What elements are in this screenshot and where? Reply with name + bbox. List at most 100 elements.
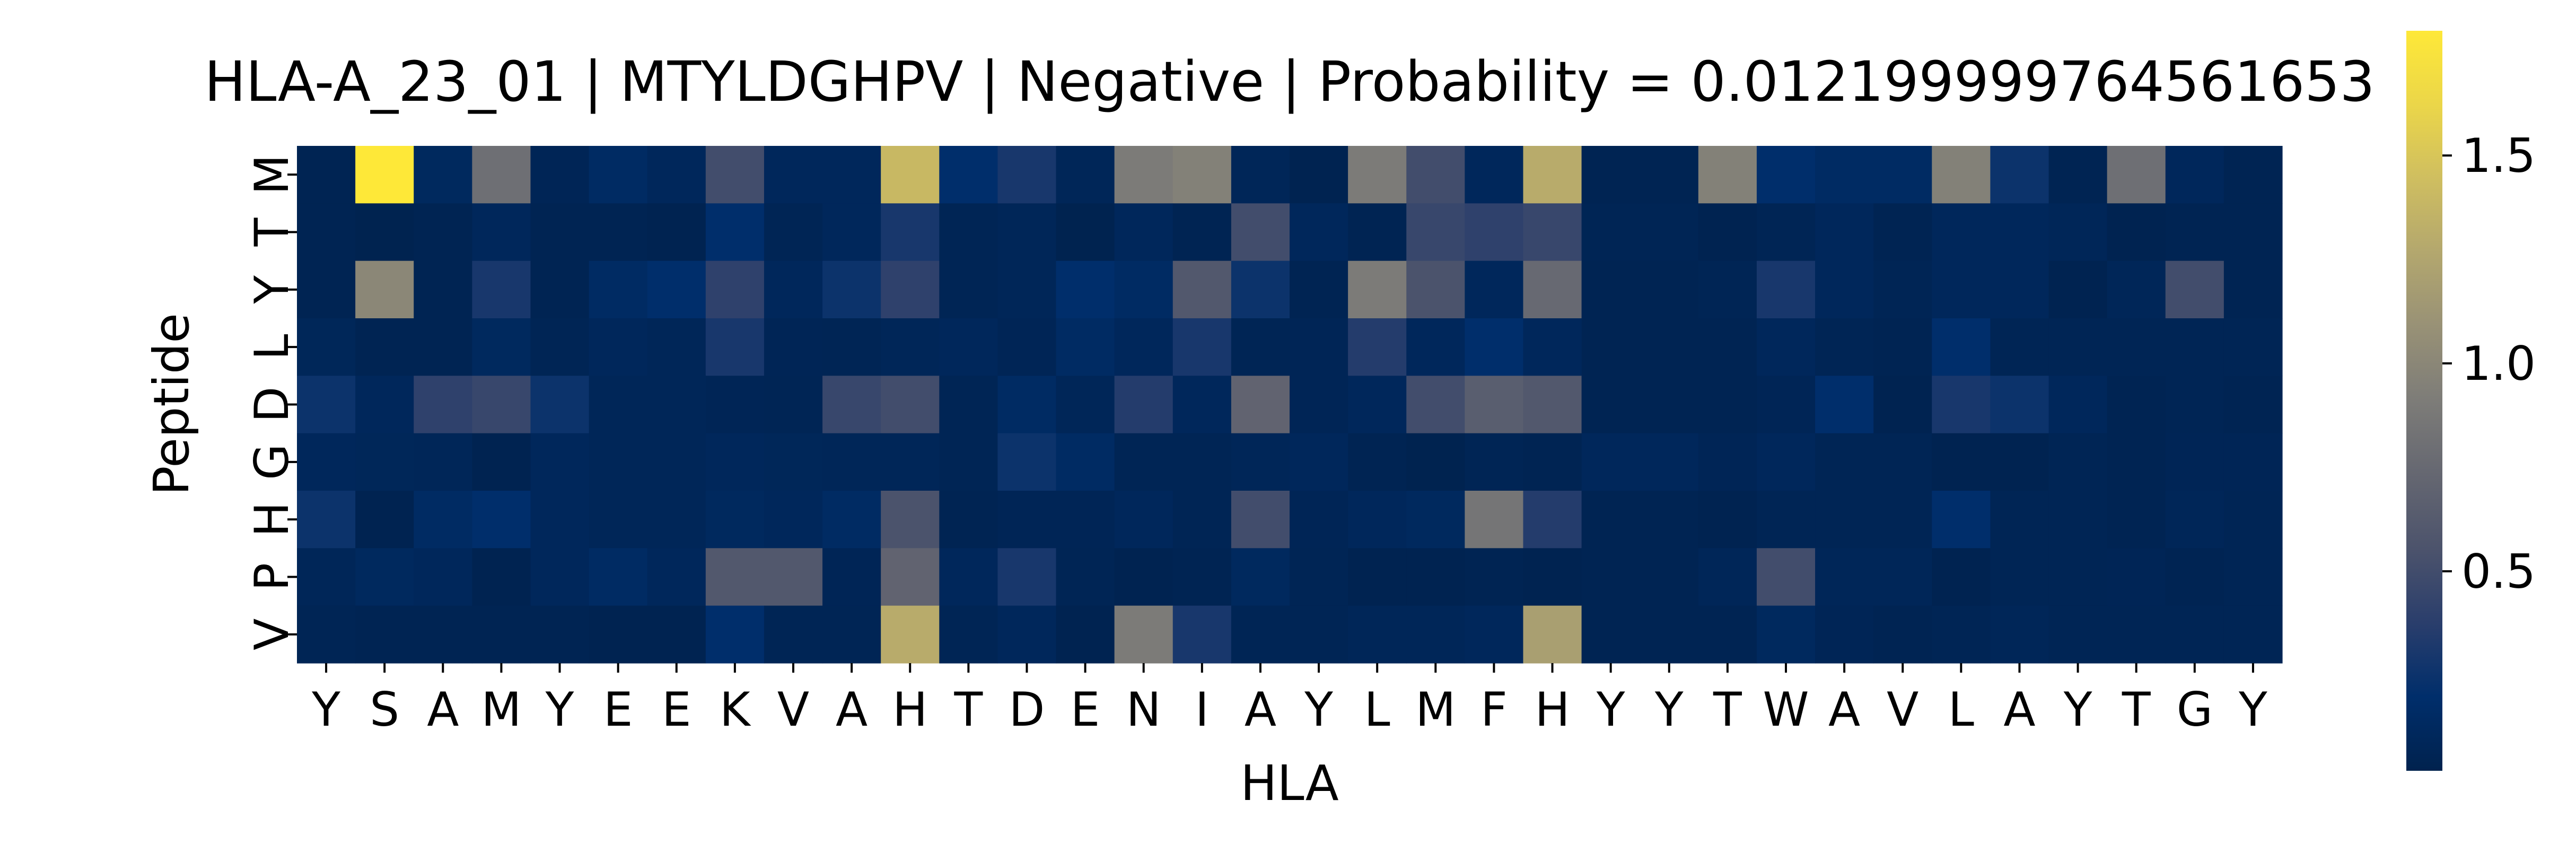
heatmap-cell	[647, 376, 706, 434]
heatmap-cell	[2223, 605, 2283, 664]
x-tick-label: L	[1948, 682, 1974, 737]
y-tick-label: V	[244, 619, 299, 650]
heatmap-cell	[1348, 548, 1407, 606]
heatmap-cell	[1873, 491, 1932, 549]
heatmap-cell	[1640, 203, 1699, 262]
heatmap-cell	[2048, 433, 2108, 491]
heatmap-cell	[822, 146, 881, 204]
x-tick-label: M	[481, 682, 521, 737]
colorbar-ticks: 0.5 1.0 1.5	[2442, 128, 2536, 599]
heatmap-cell	[647, 318, 706, 376]
heatmap-cell	[705, 318, 765, 376]
heatmap-cell	[1815, 605, 1874, 664]
heatmap-cell	[822, 376, 881, 434]
heatmap-cell	[1465, 203, 1524, 262]
heatmap-cell	[1172, 491, 1232, 549]
heatmap-cell	[2048, 203, 2108, 262]
colorbar-tick-label: 1.0	[2461, 336, 2536, 391]
heatmap-cell	[2107, 260, 2166, 319]
heatmap-cell	[1640, 605, 1699, 664]
heatmap-cell	[2048, 548, 2108, 606]
heatmap-cell	[1873, 260, 1932, 319]
heatmap-cell	[1523, 318, 1582, 376]
heatmap-cell	[1756, 605, 1816, 664]
heatmap-cell	[1640, 260, 1699, 319]
heatmap-cell	[1990, 146, 2049, 204]
heatmap-cell	[1873, 203, 1932, 262]
heatmap-cell	[1815, 548, 1874, 606]
heatmap-cell	[1581, 318, 1641, 376]
heatmap-cell	[1815, 433, 1874, 491]
heatmap-cell	[1348, 605, 1407, 664]
x-tick-label: S	[370, 682, 399, 737]
heatmap-cell	[1406, 605, 1465, 664]
heatmap-cell	[2107, 548, 2166, 606]
heatmap-cell	[297, 376, 356, 434]
heatmap-cell	[1406, 433, 1465, 491]
heatmap-cell	[1348, 376, 1407, 434]
heatmap-cell	[414, 318, 472, 376]
heatmap-cell	[1756, 491, 1816, 549]
heatmap-cell	[1873, 605, 1932, 664]
heatmap-cell	[355, 146, 414, 204]
heatmap-cell	[705, 605, 765, 664]
heatmap-cell	[1231, 203, 1290, 262]
heatmap-cell	[1465, 376, 1524, 434]
heatmap-cell	[822, 548, 881, 606]
heatmap-cell	[2223, 491, 2283, 549]
heatmap-cell	[881, 605, 940, 664]
heatmap-cell	[997, 605, 1057, 664]
y-tick-label: L	[244, 334, 299, 360]
heatmap-cell	[2223, 146, 2283, 204]
heatmap-cell	[822, 491, 881, 549]
heatmap-cell	[1231, 433, 1290, 491]
heatmap-cell	[1990, 376, 2049, 434]
heatmap-cell	[1932, 376, 1991, 434]
y-tick-label: T	[244, 217, 299, 247]
heatmap-cell	[2107, 318, 2166, 376]
heatmap-cell	[1932, 318, 1991, 376]
heatmap-cell	[1290, 203, 1348, 262]
heatmap-cells	[297, 146, 2283, 664]
heatmap-cell	[1815, 260, 1874, 319]
heatmap-cell	[1114, 491, 1173, 549]
heatmap-cell	[2165, 260, 2224, 319]
heatmap-cell	[589, 318, 648, 376]
x-tick-label: Y	[2238, 682, 2267, 737]
heatmap-cell	[1056, 260, 1115, 319]
x-tick-label: Y	[1654, 682, 1684, 737]
y-tick-label: H	[244, 502, 299, 537]
heatmap-cell	[2165, 491, 2224, 549]
heatmap-cell	[705, 376, 765, 434]
heatmap-cell	[1465, 548, 1524, 606]
y-tick-label: G	[244, 444, 299, 480]
heatmap-cell	[822, 433, 881, 491]
heatmap-cell	[1581, 203, 1641, 262]
x-tick-label: A	[1828, 682, 1860, 737]
heatmap-cell	[997, 146, 1057, 204]
heatmap-cell	[647, 548, 706, 606]
heatmap-cell	[1698, 146, 1757, 204]
heatmap-cell	[472, 548, 531, 606]
heatmap-cell	[589, 433, 648, 491]
heatmap-cell	[297, 260, 356, 319]
heatmap-cell	[2048, 491, 2108, 549]
heatmap-cell	[1290, 605, 1348, 664]
heatmap-cell	[589, 260, 648, 319]
heatmap-cell	[1348, 203, 1407, 262]
x-tick-label: T	[2122, 682, 2151, 737]
heatmap-cell	[939, 203, 998, 262]
heatmap-cell	[1231, 146, 1290, 204]
heatmap-cell	[2223, 318, 2283, 376]
heatmap-cell	[1581, 548, 1641, 606]
heatmap-cell	[1640, 491, 1699, 549]
heatmap-cell	[1231, 491, 1290, 549]
heatmap-cell	[1756, 146, 1816, 204]
heatmap-cell	[1114, 548, 1173, 606]
heatmap-cell	[1114, 318, 1173, 376]
heatmap-cell	[2048, 605, 2108, 664]
heatmap-cell	[355, 491, 414, 549]
heatmap-cell	[1172, 376, 1232, 434]
y-tick-labels: MTY L DGHPV	[244, 154, 299, 650]
